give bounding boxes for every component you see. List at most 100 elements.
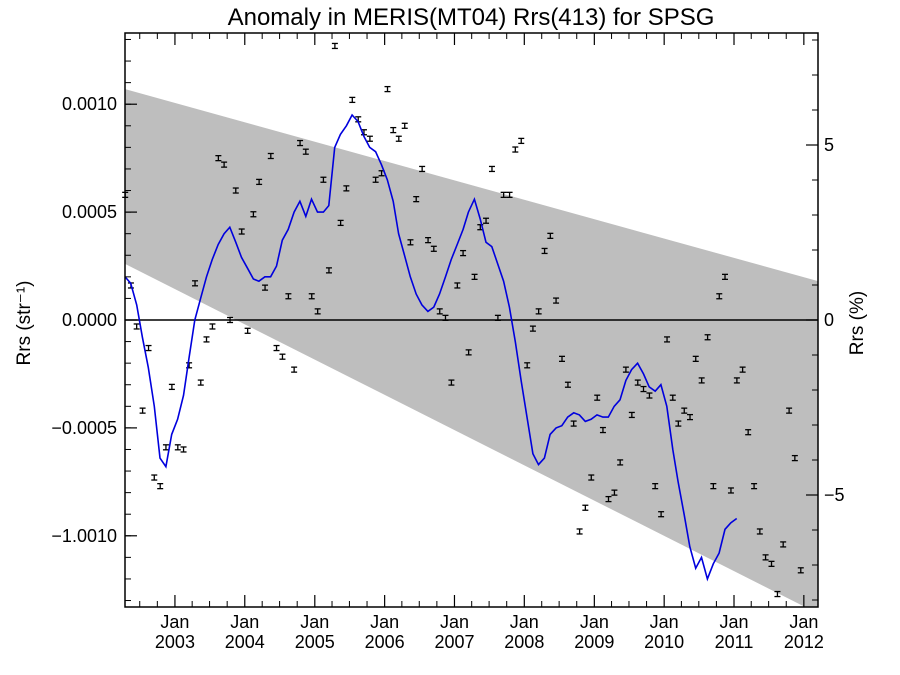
data-point: [727, 487, 734, 494]
data-point: [180, 446, 187, 453]
data-point: [407, 239, 414, 246]
x-tick-month: Jan: [300, 612, 329, 632]
data-point: [751, 483, 758, 490]
band-area: [125, 89, 818, 607]
data-point: [314, 308, 321, 315]
data-point: [791, 454, 798, 462]
x-tick-year: 2011: [715, 632, 754, 652]
data-point: [518, 137, 525, 145]
data-point: [722, 273, 729, 280]
data-point: [168, 383, 175, 391]
x-tick-month: Jan: [230, 612, 259, 632]
data-point: [605, 495, 612, 503]
data-point: [494, 314, 501, 321]
y-tick-label: 0.0010: [62, 94, 117, 114]
right-y-axis: 5 0 −5: [806, 39, 845, 601]
data-point: [658, 511, 665, 518]
data-point: [384, 85, 391, 93]
data-point: [733, 377, 740, 384]
data-point: [681, 407, 688, 414]
data-point: [454, 282, 461, 289]
data-point: [780, 541, 787, 548]
data-point: [302, 148, 309, 155]
x-tick-year: 2005: [295, 632, 335, 652]
x-tick-month: Jan: [440, 612, 469, 632]
data-point: [151, 474, 158, 481]
data-point: [622, 366, 629, 373]
data-point: [512, 146, 519, 153]
y2-tick-label: 5: [824, 135, 834, 155]
data-point: [634, 379, 641, 386]
data-point: [197, 379, 204, 386]
data-point: [640, 385, 647, 393]
data-point: [174, 444, 181, 451]
x-axis: Jan2003Jan2004Jan2005Jan2006Jan2007Jan20…: [139, 33, 824, 652]
x-tick-month: Jan: [160, 612, 189, 632]
data-point: [262, 284, 269, 291]
y-tick-label: 0.0005: [62, 202, 117, 222]
x-tick-month: Jan: [370, 612, 399, 632]
data-point: [704, 334, 711, 341]
x-tick-month: Jan: [580, 612, 609, 632]
data-point: [192, 280, 199, 287]
data-point: [762, 554, 769, 561]
data-point: [529, 325, 536, 332]
data-point: [273, 344, 280, 352]
data-point: [215, 155, 222, 162]
data-point: [558, 355, 565, 362]
x-tick-month: Jan: [510, 612, 539, 632]
data-point: [465, 349, 472, 356]
left-y-axis: 0.0010 0.0005 0.0000 −0.0005 −1.0010: [51, 38, 137, 602]
data-point: [599, 426, 606, 434]
data-point: [372, 176, 379, 183]
data-point: [576, 528, 583, 535]
data-point: [786, 407, 793, 414]
data-point: [308, 293, 315, 300]
data-point: [390, 126, 397, 134]
data-point: [570, 420, 577, 427]
data-point: [162, 444, 169, 451]
y-tick-label: 0.0000: [62, 310, 117, 330]
data-point: [588, 474, 595, 481]
x-tick-year: 2012: [784, 632, 824, 652]
data-point: [768, 560, 775, 567]
data-point: [227, 316, 234, 324]
data-point: [343, 185, 350, 192]
data-point: [564, 381, 571, 388]
data-point: [203, 336, 210, 343]
confidence-band: [125, 89, 818, 607]
data-point: [547, 232, 554, 239]
data-point: [535, 308, 542, 315]
data-point: [430, 245, 437, 252]
data-point: [139, 407, 146, 414]
data-point: [686, 413, 693, 421]
y2-axis-label: Rrs (%): [847, 291, 868, 355]
x-tick-month: Jan: [719, 612, 748, 632]
data-point: [710, 483, 717, 490]
data-point: [664, 336, 671, 343]
x-tick-month: Jan: [650, 612, 679, 632]
data-point: [337, 219, 344, 227]
data-point: [524, 362, 531, 369]
data-point: [471, 273, 478, 280]
data-point: [250, 211, 257, 218]
data-point: [436, 308, 443, 315]
data-point: [541, 247, 548, 255]
data-point: [442, 314, 449, 321]
data-point: [157, 483, 164, 490]
data-point: [617, 459, 624, 466]
data-point: [582, 504, 589, 511]
data-point: [145, 344, 152, 352]
x-tick-year: 2006: [365, 632, 405, 652]
y-tick-label: −1.0010: [51, 526, 117, 546]
data-point: [256, 178, 263, 186]
data-point: [488, 165, 495, 173]
smoothed-line-path: [124, 113, 738, 582]
data-point: [232, 187, 239, 194]
x-tick-year: 2010: [644, 632, 684, 652]
data-point: [238, 228, 245, 235]
data-point: [652, 483, 659, 490]
x-tick-month: Jan: [789, 612, 818, 632]
data-point: [366, 135, 373, 142]
